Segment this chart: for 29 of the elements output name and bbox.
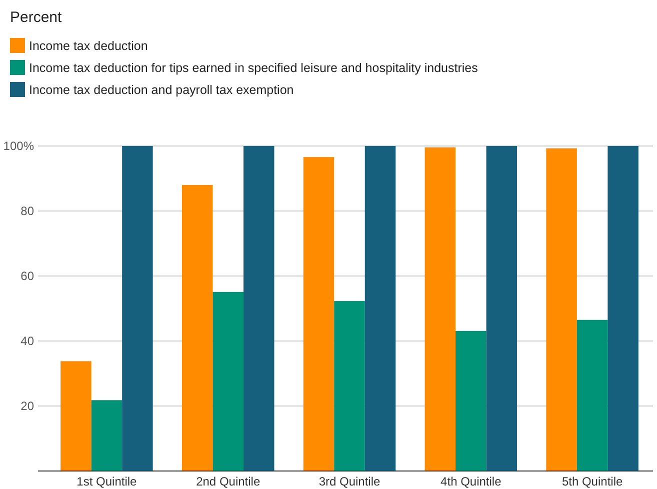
bar	[122, 146, 153, 471]
bar	[212, 292, 244, 471]
legend-label: Income tax deduction and payroll tax exemption	[29, 83, 294, 97]
x-tick-label: 1st Quintile	[76, 474, 138, 489]
bar	[303, 157, 334, 471]
bar	[576, 320, 608, 471]
bar	[456, 330, 486, 471]
bar	[243, 146, 274, 471]
bar	[60, 361, 92, 471]
bar	[182, 185, 213, 471]
x-tick-label: 2nd Quintile	[196, 474, 260, 489]
y-tick-label: 80	[20, 204, 34, 218]
y-tick-label: 40	[20, 334, 34, 348]
bar	[334, 301, 365, 471]
y-tick-label: 100%	[3, 138, 34, 153]
legend-label: Income tax deduction	[29, 39, 148, 53]
bar	[608, 146, 638, 471]
chart-title: Percent	[10, 9, 63, 26]
x-tick-label: 4th Quintile	[440, 474, 502, 489]
bar	[424, 147, 456, 471]
x-tick-label: 3rd Quintile	[318, 474, 381, 489]
bar	[546, 148, 577, 471]
x-tick-label: 5th Quintile	[562, 474, 623, 489]
bar	[486, 146, 518, 471]
y-tick-label: 20	[20, 398, 34, 413]
y-tick-label: 60	[20, 268, 34, 283]
legend-label: Income tax deduction for tips earned in specified leisure and hospitality industries	[29, 61, 478, 75]
bar	[91, 400, 122, 471]
bar	[364, 146, 396, 471]
